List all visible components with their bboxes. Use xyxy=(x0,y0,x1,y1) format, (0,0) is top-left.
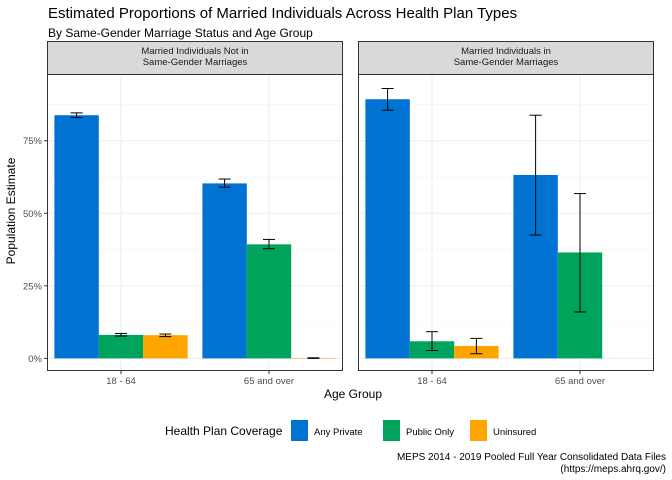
strip-background xyxy=(358,41,654,75)
chart-subtitle: By Same-Gender Marriage Status and Age G… xyxy=(48,26,313,40)
x-tick-label: 65 and over xyxy=(555,376,605,387)
bars xyxy=(54,115,336,359)
panel-border xyxy=(47,74,343,371)
strip-label: Same-Gender Marriages xyxy=(143,57,248,68)
y-tick-label: 0% xyxy=(28,354,42,365)
legend-title: Health Plan Coverage xyxy=(165,424,283,438)
strip-label: Same-Gender Marriages xyxy=(454,57,559,68)
panel-border xyxy=(358,74,654,371)
legend-entry: Any Private xyxy=(291,420,363,441)
strip-background xyxy=(47,41,343,75)
chart-title: Estimated Proportions of Married Individ… xyxy=(48,5,517,22)
legend-label: Public Only xyxy=(406,427,454,438)
legend-label: Any Private xyxy=(314,427,363,438)
error-bar xyxy=(381,88,394,111)
x-axis-title: Age Group xyxy=(324,387,382,401)
strip-label: Married Individuals in xyxy=(461,46,551,57)
bar xyxy=(202,183,247,359)
error-bar xyxy=(115,332,127,337)
legend-entry: Uninsured xyxy=(470,420,536,441)
x-tick-label: 18 - 64 xyxy=(417,376,447,387)
strip-label: Married Individuals Not in xyxy=(141,46,248,57)
y-axis-title: Population Estimate xyxy=(4,157,18,264)
caption: MEPS 2014 - 2019 Pooled Full Year Consol… xyxy=(397,452,666,475)
caption-line: MEPS 2014 - 2019 Pooled Full Year Consol… xyxy=(397,452,666,463)
y-tick-label: 25% xyxy=(23,281,43,292)
legend-swatch xyxy=(383,420,400,441)
legend-entry: Public Only xyxy=(383,420,454,441)
legend-swatch xyxy=(291,420,308,441)
error-bar xyxy=(426,331,438,352)
bar xyxy=(98,334,144,359)
legend-swatch xyxy=(470,420,487,441)
error-bar xyxy=(307,357,320,359)
error-bars xyxy=(70,112,320,359)
x-tick-label: 65 and over xyxy=(244,376,294,387)
bar xyxy=(54,115,99,359)
y-tick-label: 75% xyxy=(23,136,43,147)
error-bar xyxy=(159,333,172,338)
x-tick-label: 18 - 64 xyxy=(106,376,136,387)
legend-label: Uninsured xyxy=(493,427,536,438)
bar xyxy=(246,244,292,359)
error-bar xyxy=(574,193,586,313)
legend: Health Plan Coverage Any Private Public On… xyxy=(165,420,536,441)
error-bar xyxy=(263,238,275,250)
error-bar xyxy=(470,337,483,355)
bar xyxy=(143,335,188,359)
error-bar xyxy=(218,178,231,188)
error-bars xyxy=(381,88,586,355)
error-bar xyxy=(529,114,542,236)
y-tick-label: 50% xyxy=(23,209,43,220)
bar xyxy=(365,99,410,359)
caption-line: (https://meps.ahrq.gov/) xyxy=(560,464,666,475)
error-bar xyxy=(70,112,83,119)
